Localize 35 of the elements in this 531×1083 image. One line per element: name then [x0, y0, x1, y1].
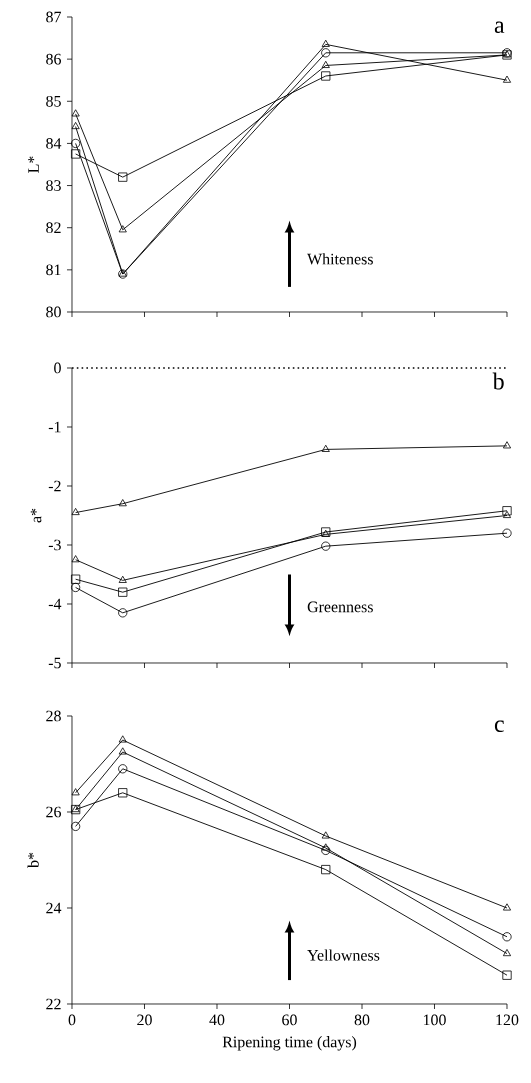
annotation: b	[492, 372, 504, 390]
x-tick-label: 40	[209, 1014, 225, 1026]
annotation: a	[494, 21, 505, 34]
x-tick-label: 100	[423, 1014, 446, 1026]
y-tick-label: 83	[46, 180, 61, 191]
x-tick-label: 120	[496, 1014, 519, 1026]
y-tick-label: 22	[46, 998, 61, 1010]
y-tick-label: -2	[48, 480, 61, 492]
x-tick-label: 0	[68, 1014, 76, 1026]
y-axis-title: a*	[30, 508, 42, 523]
y-tick-label: 28	[46, 710, 61, 722]
y-axis-title: b*	[27, 852, 39, 868]
y-tick-label: 0	[54, 362, 61, 374]
annotation: Greenness	[307, 601, 373, 613]
y-tick-label: 26	[46, 806, 62, 818]
y-tick-label: 85	[46, 95, 61, 107]
annotation: c	[494, 720, 504, 733]
y-tick-label: 80	[46, 306, 61, 318]
y-tick-label: -1	[48, 421, 61, 433]
y-tick-label: -4	[48, 598, 62, 610]
y-tick-label: 24	[46, 902, 62, 914]
x-axis-title: Ripening time (days)	[222, 1036, 357, 1051]
y-tick-label: 87	[46, 11, 62, 23]
y-tick-label: 81	[46, 264, 61, 276]
x-tick-label: 60	[282, 1014, 297, 1026]
annotation: Whiteness	[307, 253, 373, 265]
x-tick-label: 80	[354, 1014, 370, 1026]
y-tick-label: -3	[48, 539, 61, 551]
annotation: Yellowness	[307, 949, 380, 961]
x-tick-label: 20	[137, 1014, 152, 1026]
y-tick-label: 86	[46, 53, 62, 65]
y-tick-label: -5	[48, 657, 61, 669]
y-tick-label: 84	[46, 138, 62, 149]
y-axis-title: L*	[28, 156, 39, 173]
y-tick-label: 82	[46, 222, 61, 234]
